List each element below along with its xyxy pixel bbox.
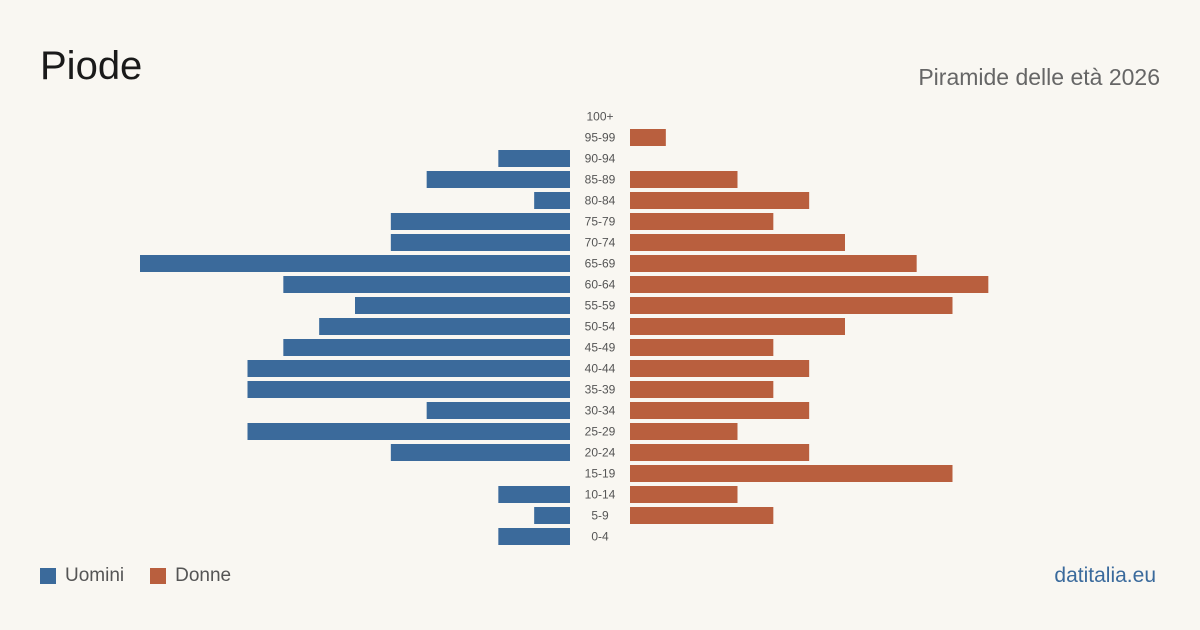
age-label-50-54: 50-54 [585,320,616,334]
chart-title: Piode [40,44,143,88]
legend-item-male: Uomini [40,564,124,588]
legend: Uomini Donne [40,564,231,588]
age-label-90-94: 90-94 [585,152,616,166]
bar-female-25-29 [630,423,738,440]
age-label-100plus: 100+ [586,110,613,124]
age-label-70-74: 70-74 [585,236,616,250]
bar-female-10-14 [630,486,738,503]
chart-subtitle: Piramide delle età 2026 [918,64,1160,90]
bar-male-25-29 [247,423,570,440]
bar-male-65-69 [140,255,570,272]
bar-male-85-89 [426,171,570,188]
legend-label-female: Donne [175,565,232,586]
bar-female-30-34 [630,402,810,419]
bar-male-10-14 [498,486,570,503]
bar-female-60-64 [630,276,989,293]
legend-swatch-female [150,568,167,584]
age-label-95-99: 95-99 [585,131,616,145]
legend-label-male: Uomini [65,565,125,586]
bar-male-90-94 [498,150,570,167]
age-label-45-49: 45-49 [585,341,616,355]
bar-female-5-9 [630,507,774,524]
bar-female-20-24 [630,444,810,461]
age-label-0-4: 0-4 [591,530,609,544]
age-label-40-44: 40-44 [585,362,616,376]
bar-female-35-39 [630,381,774,398]
bar-male-75-79 [390,213,570,230]
bar-female-70-74 [630,234,845,251]
age-label-75-79: 75-79 [585,215,616,229]
bar-female-55-59 [630,297,953,314]
age-label-65-69: 65-69 [585,257,616,271]
age-label-85-89: 85-89 [585,173,616,187]
bar-female-85-89 [630,171,738,188]
age-label-10-14: 10-14 [585,488,616,502]
bar-male-50-54 [319,318,570,335]
bar-male-45-49 [283,339,570,356]
bar-male-5-9 [534,507,570,524]
bar-female-80-84 [630,192,810,209]
age-label-20-24: 20-24 [585,446,616,460]
bar-male-30-34 [426,402,570,419]
bar-male-20-24 [390,444,570,461]
bar-male-60-64 [283,276,570,293]
bar-female-50-54 [630,318,845,335]
bar-male-35-39 [247,381,570,398]
bar-male-70-74 [390,234,570,251]
age-label-80-84: 80-84 [585,194,616,208]
bar-female-95-99 [630,129,666,146]
age-label-5-9: 5-9 [591,509,609,523]
bar-female-75-79 [630,213,774,230]
bar-female-40-44 [630,360,810,377]
age-label-35-39: 35-39 [585,383,616,397]
legend-swatch-male [40,568,56,584]
bar-male-0-4 [498,528,570,545]
bar-male-80-84 [534,192,570,209]
legend-item-female: Donne [150,564,231,588]
bar-female-65-69 [630,255,917,272]
age-label-30-34: 30-34 [585,404,616,418]
source-link[interactable]: datitalia.eu [1054,564,1156,587]
bar-male-55-59 [355,297,570,314]
bar-female-45-49 [630,339,774,356]
bar-female-15-19 [630,465,953,482]
age-label-55-59: 55-59 [585,299,616,313]
age-label-25-29: 25-29 [585,425,616,439]
age-label-15-19: 15-19 [585,467,616,481]
age-label-60-64: 60-64 [585,278,616,292]
bar-male-40-44 [247,360,570,377]
